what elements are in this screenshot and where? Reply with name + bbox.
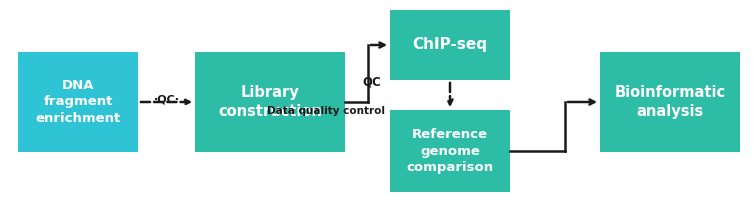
Text: Data quality control: Data quality control <box>267 106 385 116</box>
Text: QC: QC <box>362 76 381 88</box>
Text: Reference
genome
comparison: Reference genome comparison <box>406 128 494 174</box>
FancyBboxPatch shape <box>390 10 510 80</box>
FancyBboxPatch shape <box>600 52 740 152</box>
Text: Bioinformatic
analysis: Bioinformatic analysis <box>615 85 726 119</box>
FancyBboxPatch shape <box>195 52 345 152</box>
Text: ChIP-seq: ChIP-seq <box>412 38 488 53</box>
FancyBboxPatch shape <box>390 110 510 192</box>
Text: DNA
fragment
enrichment: DNA fragment enrichment <box>35 79 121 125</box>
Text: Library
construction: Library construction <box>218 85 322 119</box>
Text: ·QC·: ·QC· <box>154 95 180 105</box>
FancyBboxPatch shape <box>18 52 138 152</box>
